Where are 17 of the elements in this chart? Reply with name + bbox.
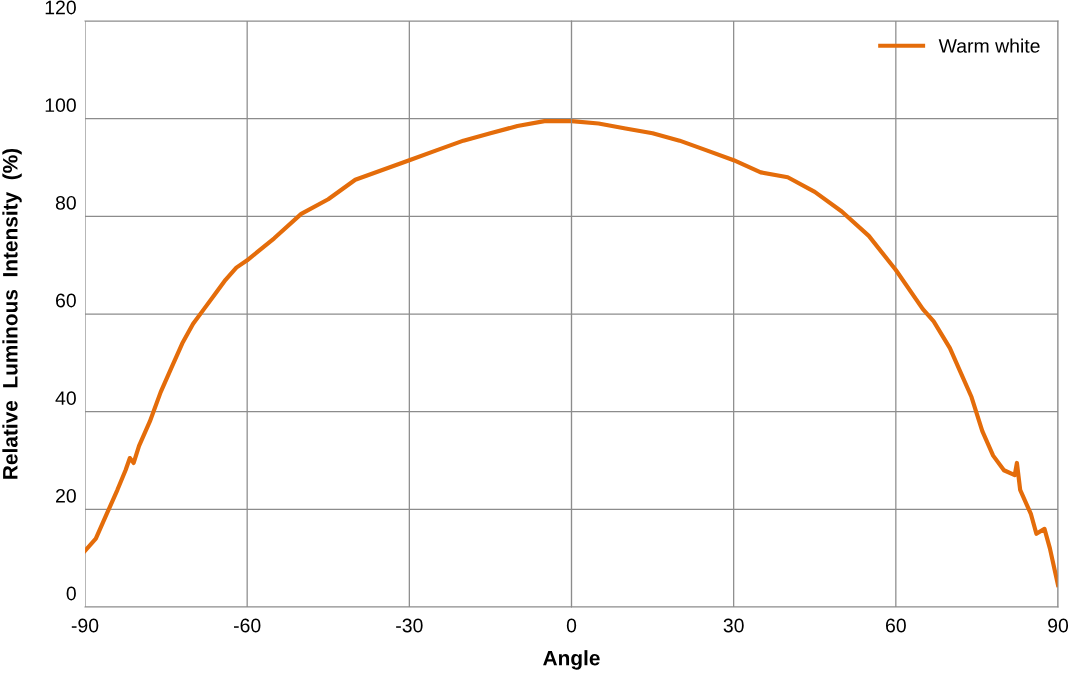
x-tick-label: 90 — [1048, 618, 1069, 633]
y-axis-title: Relative Luminous Intensity (%) — [2, 148, 22, 479]
y-tick-label: 0 — [66, 586, 76, 601]
y-tick-label: 120 — [45, 0, 76, 15]
x-tick-label: -90 — [71, 618, 99, 633]
x-tick-label: 30 — [723, 618, 744, 633]
y-tick-label: 60 — [56, 293, 76, 308]
y-tick-label: 80 — [55, 195, 76, 210]
x-tick-label: -60 — [233, 618, 261, 633]
x-tick-label: 0 — [566, 618, 577, 633]
y-tick-label: 100 — [45, 98, 76, 113]
legend-label: Warm white — [938, 38, 1040, 53]
y-tick-label: 20 — [56, 488, 76, 503]
x-tick-label: -30 — [396, 618, 423, 633]
y-tick-label: 40 — [55, 391, 76, 406]
x-tick-label: 60 — [886, 618, 906, 633]
x-axis-title: Angle — [543, 650, 600, 670]
